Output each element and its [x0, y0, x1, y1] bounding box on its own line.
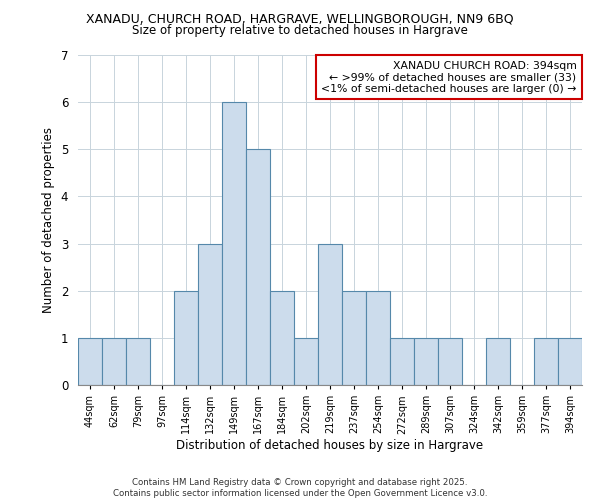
- Bar: [174, 290, 198, 385]
- Bar: [414, 338, 438, 385]
- Bar: [558, 338, 582, 385]
- Bar: [198, 244, 222, 385]
- Text: XANADU, CHURCH ROAD, HARGRAVE, WELLINGBOROUGH, NN9 6BQ: XANADU, CHURCH ROAD, HARGRAVE, WELLINGBO…: [86, 12, 514, 26]
- Bar: [78, 338, 102, 385]
- Bar: [270, 290, 294, 385]
- Bar: [222, 102, 246, 385]
- Bar: [246, 150, 270, 385]
- Bar: [294, 338, 318, 385]
- Bar: [390, 338, 414, 385]
- Text: XANADU CHURCH ROAD: 394sqm
← >99% of detached houses are smaller (33)
<1% of sem: XANADU CHURCH ROAD: 394sqm ← >99% of det…: [321, 60, 577, 94]
- Bar: [366, 290, 390, 385]
- X-axis label: Distribution of detached houses by size in Hargrave: Distribution of detached houses by size …: [176, 439, 484, 452]
- Bar: [342, 290, 366, 385]
- Text: Contains HM Land Registry data © Crown copyright and database right 2025.
Contai: Contains HM Land Registry data © Crown c…: [113, 478, 487, 498]
- Y-axis label: Number of detached properties: Number of detached properties: [42, 127, 55, 313]
- Bar: [486, 338, 510, 385]
- Bar: [438, 338, 462, 385]
- Bar: [126, 338, 150, 385]
- Text: Size of property relative to detached houses in Hargrave: Size of property relative to detached ho…: [132, 24, 468, 37]
- Bar: [318, 244, 342, 385]
- Bar: [534, 338, 558, 385]
- Bar: [102, 338, 126, 385]
